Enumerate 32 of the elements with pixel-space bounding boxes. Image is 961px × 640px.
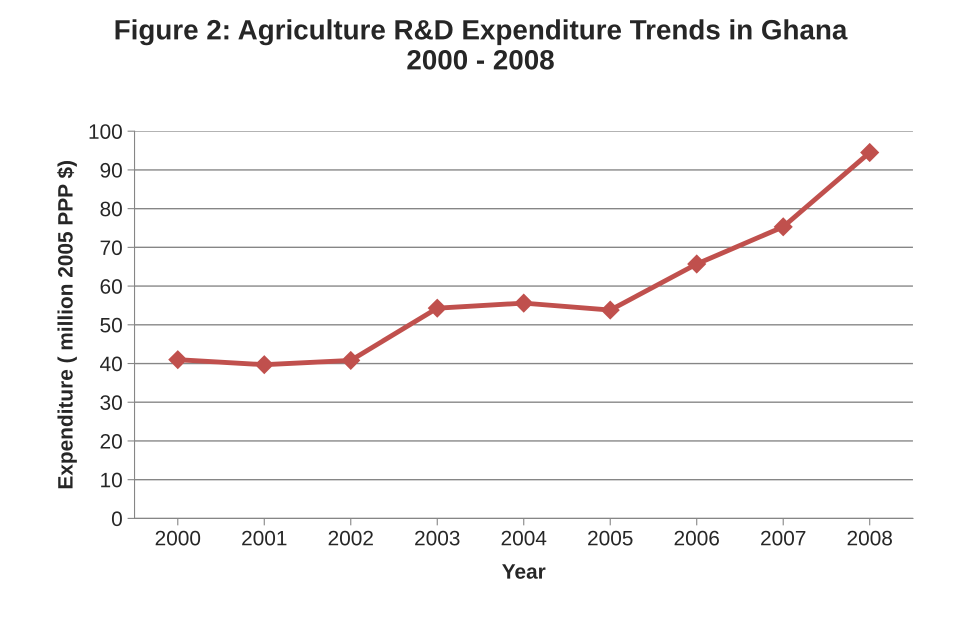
point xyxy=(428,298,447,318)
x-axis-title: Year xyxy=(502,564,546,579)
x-tick-label: 2008 xyxy=(848,530,892,546)
y-tick-label: 50 xyxy=(100,318,122,333)
y-tick-label: 60 xyxy=(100,279,122,294)
y-tick-label: 20 xyxy=(100,434,122,449)
x-tick-label: 2001 xyxy=(242,530,286,546)
point xyxy=(254,355,274,374)
point xyxy=(860,143,880,162)
point xyxy=(341,351,360,370)
x-tick-label: 2003 xyxy=(415,530,460,546)
x-tick-label: 2005 xyxy=(588,530,633,546)
x-tick-label: 2006 xyxy=(674,530,719,546)
y-tick-label: 70 xyxy=(100,240,122,256)
chart-title: Figure 2: Agriculture R&D Expenditure Trends in Ghana 2000 - 2008 xyxy=(116,19,848,70)
y-tick-label: 40 xyxy=(100,356,122,372)
x-tick-label: 2000 xyxy=(156,530,200,546)
x-tick-label: 2007 xyxy=(761,530,806,546)
point xyxy=(687,254,706,274)
y-tick-label: 100 xyxy=(90,124,122,139)
x-tick-label: 2002 xyxy=(328,530,373,546)
point xyxy=(774,217,793,236)
y-tick-label: 90 xyxy=(100,162,122,178)
y-axis-title: Expenditure ( million 2005 PPP $) xyxy=(57,161,77,488)
y-tick-label: 30 xyxy=(100,395,122,410)
point xyxy=(600,300,620,320)
x-tick-label: 2004 xyxy=(502,530,546,546)
point xyxy=(168,350,188,370)
y-tick-label: 80 xyxy=(100,202,122,216)
y-tick-label: 0 xyxy=(112,511,122,526)
y-tick-label: 10 xyxy=(101,472,122,488)
point xyxy=(514,294,534,312)
